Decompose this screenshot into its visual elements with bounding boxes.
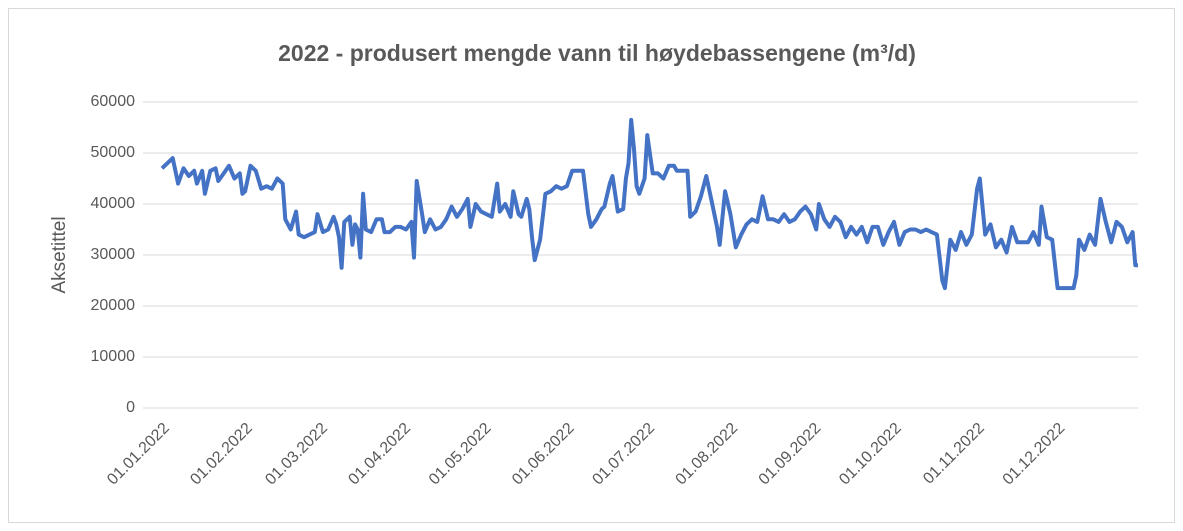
data-line <box>160 117 1138 291</box>
y-tick-label: 0 <box>126 399 135 416</box>
y-tick-label: 10000 <box>91 348 136 365</box>
y-tick-label: 50000 <box>91 144 136 161</box>
chart-frame <box>8 8 1175 523</box>
y-tick-label: 30000 <box>91 246 136 263</box>
y-axis-label: Aksetittel <box>49 216 70 293</box>
y-tick-label: 60000 <box>91 93 136 110</box>
chart-title: 2022 - produsert mengde vann til høydeba… <box>278 40 916 66</box>
y-tick-label: 40000 <box>91 195 136 212</box>
y-tick-label: 20000 <box>91 297 136 314</box>
